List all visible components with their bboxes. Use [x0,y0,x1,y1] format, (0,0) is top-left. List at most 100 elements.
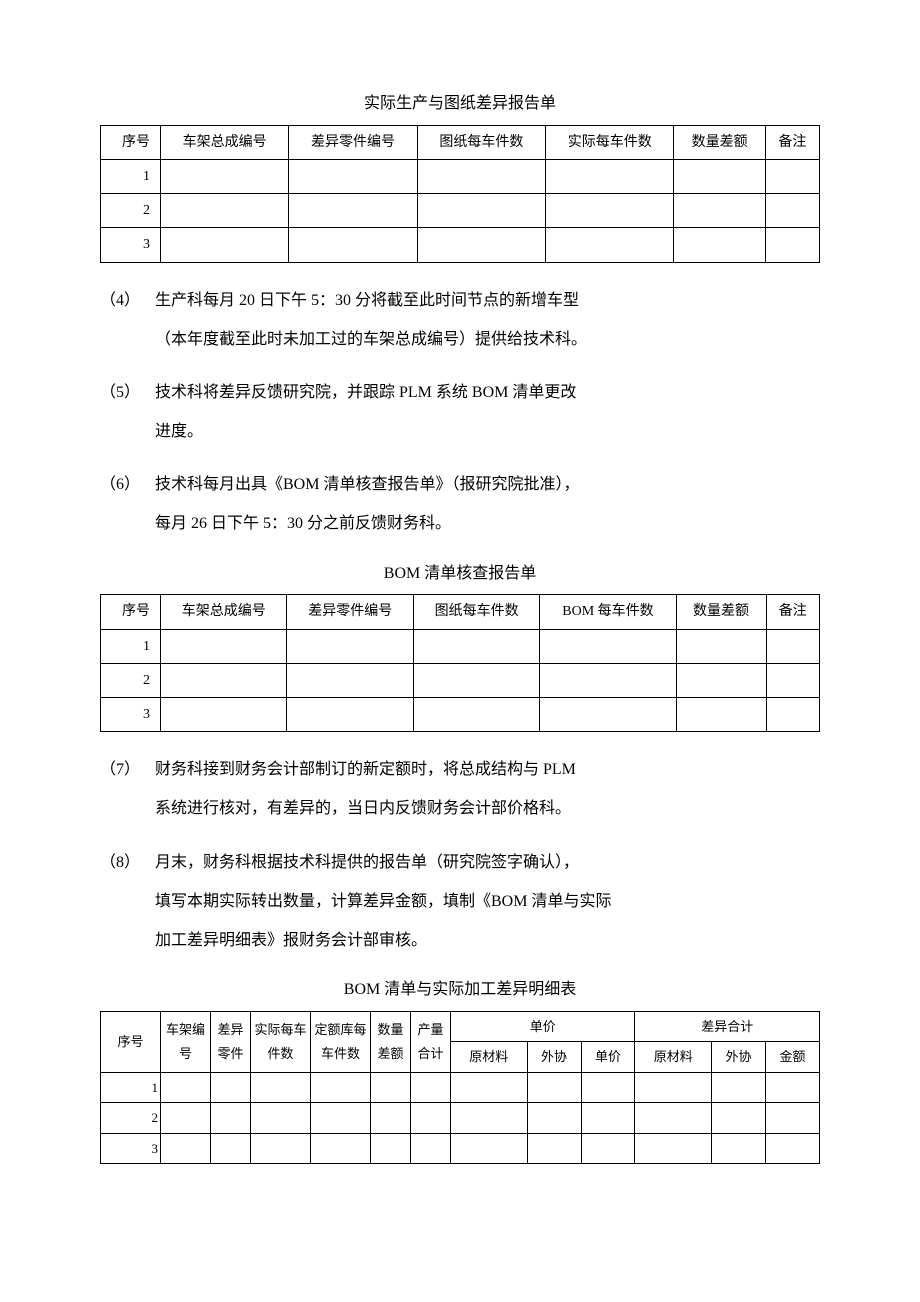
para6-line2: 每月 26 日下午 5：30 分之前反馈财务科。 [100,506,820,541]
table3-cell [712,1133,766,1163]
table1-cell [546,159,674,193]
table2: 序号 车架总成编号 差异零件编号 图纸每车件数 BOM 每车件数 数量差额 备注… [100,594,820,732]
table3-cell [251,1103,311,1133]
para8-line3: 加工差异明细表》报财务会计部审核。 [100,923,820,958]
para7-label: （7） [100,752,155,787]
table2-cell [676,663,766,697]
table3-cell [451,1072,528,1102]
table-row: 3 [101,1133,820,1163]
table-row: 2 [101,1103,820,1133]
table1-cell [674,228,765,262]
table-row: 1 [101,1072,820,1102]
para5-line2: 进度。 [100,414,820,449]
table1-header-remark: 备注 [765,125,819,159]
table2-cell [287,698,413,732]
table3-cell-seq: 2 [101,1103,161,1133]
table1-cell [417,194,545,228]
table1: 序号 车架总成编号 差异零件编号 图纸每车件数 实际每车件数 数量差额 备注 1… [100,125,820,263]
table2-cell [161,629,287,663]
table3-cell [211,1103,251,1133]
table2-header-qtydiff: 数量差额 [676,595,766,629]
table3-header-unit: 单价 [581,1042,635,1072]
table3-header-difftotal: 差异合计 [635,1011,820,1041]
table1-cell [289,228,417,262]
table3-cell [311,1103,371,1133]
para8-line1: 月末，财务科根据技术科提供的报告单（研究院签字确认）， [155,854,579,871]
para6-label: （6） [100,467,155,502]
table3-cell [635,1072,712,1102]
table3-cell [581,1072,635,1102]
table3-cell [161,1103,211,1133]
table1-cell [546,194,674,228]
table3-header-rawmat2: 原材料 [635,1042,712,1072]
table1-cell-seq: 3 [101,228,161,262]
table3-header-seq: 序号 [101,1011,161,1072]
table2-cell [540,629,676,663]
table-row: 1 [101,629,820,663]
table3-header-diffpart: 差异零件 [211,1011,251,1072]
table2-header-bom: BOM 每车件数 [540,595,676,629]
table1-cell [765,194,819,228]
table3-cell [251,1072,311,1102]
table3-cell [635,1133,712,1163]
table3-header-quota: 定额库每车件数 [311,1011,371,1072]
table1-header-diffpart: 差异零件编号 [289,125,417,159]
table3-cell-seq: 3 [101,1133,161,1163]
para6-line1: 技术科每月出具《BOM 清单核查报告单》（报研究院批准）， [155,476,579,493]
table2-header-seq: 序号 [101,595,161,629]
table1-header-actual: 实际每车件数 [546,125,674,159]
table2-cell [161,663,287,697]
table1-header-row: 序号 车架总成编号 差异零件编号 图纸每车件数 实际每车件数 数量差额 备注 [101,125,820,159]
table2-cell [413,698,539,732]
table3-cell [371,1133,411,1163]
para4-label: （4） [100,283,155,318]
table2-header-diffpart: 差异零件编号 [287,595,413,629]
table1-cell [289,159,417,193]
table3-title: BOM 清单与实际加工差异明细表 [100,976,820,1005]
table3-cell [527,1072,581,1102]
table1-title: 实际生产与图纸差异报告单 [100,90,820,119]
table3-cell [581,1133,635,1163]
table1-cell [674,194,765,228]
table-row: 2 [101,663,820,697]
table1-cell [161,194,289,228]
table2-cell-seq: 3 [101,698,161,732]
table-row: 2 [101,194,820,228]
para8-label: （8） [100,845,155,880]
table2-cell [766,698,820,732]
table1-header-seq: 序号 [101,125,161,159]
table1-cell [417,228,545,262]
table3-cell [411,1133,451,1163]
para5-label: （5） [100,375,155,410]
table3-header-outsource: 外协 [527,1042,581,1072]
table3-header-row1: 序号 车架编号 差异零件 实际每车件数 定额库每车件数 数量差额 产量合计 单价… [101,1011,820,1041]
table3-cell [635,1103,712,1133]
table3-cell [451,1103,528,1133]
table3-header-outsource2: 外协 [712,1042,766,1072]
table3-cell [251,1133,311,1163]
table3-cell [527,1133,581,1163]
table1-header-drawing: 图纸每车件数 [417,125,545,159]
table3-cell [712,1103,766,1133]
table2-cell-seq: 2 [101,663,161,697]
table3-header-output: 产量合计 [411,1011,451,1072]
table3-cell [766,1103,820,1133]
paragraph-6: （6）技术科每月出具《BOM 清单核查报告单》（报研究院批准）， 每月 26 日… [100,467,820,541]
para7-line1: 财务科接到财务会计部制订的新定额时，将总成结构与 PLM [155,761,576,778]
table3-cell [411,1072,451,1102]
table3-cell [451,1133,528,1163]
table1-cell [765,228,819,262]
table3-header-rawmat: 原材料 [451,1042,528,1072]
table2-cell [676,629,766,663]
table3-cell [161,1133,211,1163]
table2-cell [540,698,676,732]
table3-header-amount: 金额 [766,1042,820,1072]
table1-header-frame: 车架总成编号 [161,125,289,159]
table2-cell [413,629,539,663]
paragraph-7: （7）财务科接到财务会计部制订的新定额时，将总成结构与 PLM 系统进行核对，有… [100,752,820,826]
paragraph-8: （8）月末，财务科根据技术科提供的报告单（研究院签字确认）， 填写本期实际转出数… [100,845,820,959]
table3-cell [211,1072,251,1102]
table2-header-frame: 车架总成编号 [161,595,287,629]
table2-cell [676,698,766,732]
table1-header-qtydiff: 数量差额 [674,125,765,159]
